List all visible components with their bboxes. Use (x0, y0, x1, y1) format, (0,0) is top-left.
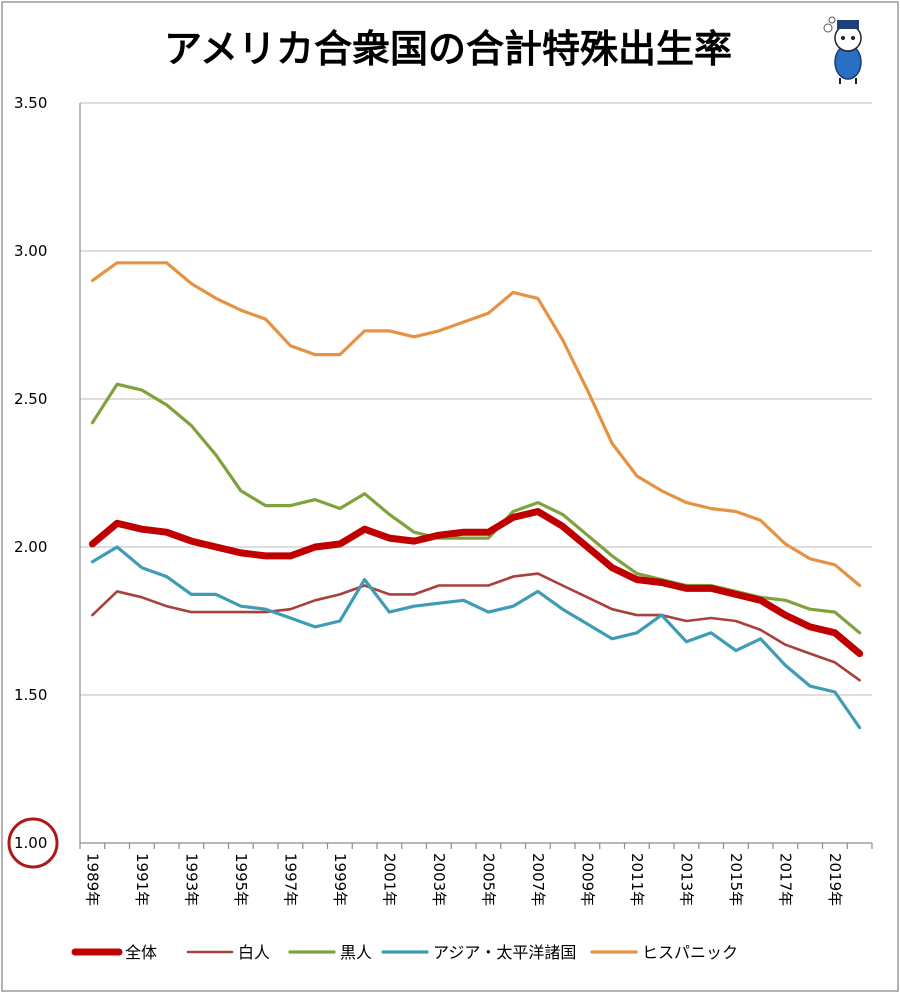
x-tick-label: 2015年 (727, 853, 745, 906)
series-line-4 (90, 261, 862, 588)
legend-label: 白人 (238, 943, 270, 962)
chart-title: アメリカ合衆国の合計特殊出生率 (164, 27, 732, 71)
axes (79, 103, 873, 849)
series-line-1 (91, 572, 861, 682)
mascot-icon (823, 16, 862, 84)
legend-label: アジア・太平洋諸国 (433, 943, 576, 962)
y-tick-label: 2.50 (14, 390, 47, 408)
x-tick-label: 1991年 (133, 853, 151, 906)
series-line-3 (90, 545, 862, 730)
x-tick-label: 2007年 (529, 853, 547, 906)
y-tick-label: 2.00 (14, 538, 47, 556)
legend: 全体 白人 黒人 アジア・太平洋諸国 ヒスパニック (71, 943, 738, 962)
series-line-0 (88, 508, 864, 658)
x-tick-label: 2019年 (826, 853, 844, 906)
y-tick-labels: 3.50 3.00 2.50 2.00 1.50 1.00 (7, 94, 59, 869)
x-tick-label: 2013年 (677, 853, 695, 906)
series-lines (88, 261, 864, 730)
x-tick-labels: 1989年 1991年 1993年 1995年 1997年 1999年 2001年 2003年… (83, 853, 844, 906)
legend-label: 全体 (125, 943, 157, 962)
x-tick-label: 2009年 (578, 853, 596, 906)
x-tick-label: 2001年 (380, 853, 398, 906)
x-tick-label: 2005年 (479, 853, 497, 906)
legend-label: 黒人 (340, 943, 372, 962)
x-tick-label: 1999年 (331, 853, 349, 906)
y-tick-label: 1.00 (14, 834, 47, 852)
y-tick-label: 1.50 (14, 686, 47, 704)
x-tick-label: 1997年 (281, 853, 299, 906)
y-tick-label: 3.00 (14, 242, 47, 260)
y-tick-label: 3.50 (14, 94, 47, 112)
x-tick-label: 1993年 (182, 853, 200, 906)
legend-label: ヒスパニック (642, 943, 738, 962)
x-tick-label: 2017年 (776, 853, 794, 906)
x-tick-label: 1995年 (232, 853, 250, 906)
x-tick-label: 1989年 (83, 853, 101, 906)
highlight-circle (7, 817, 59, 869)
x-tick-label: 2011年 (628, 853, 646, 906)
x-tick-label: 2003年 (430, 853, 448, 906)
